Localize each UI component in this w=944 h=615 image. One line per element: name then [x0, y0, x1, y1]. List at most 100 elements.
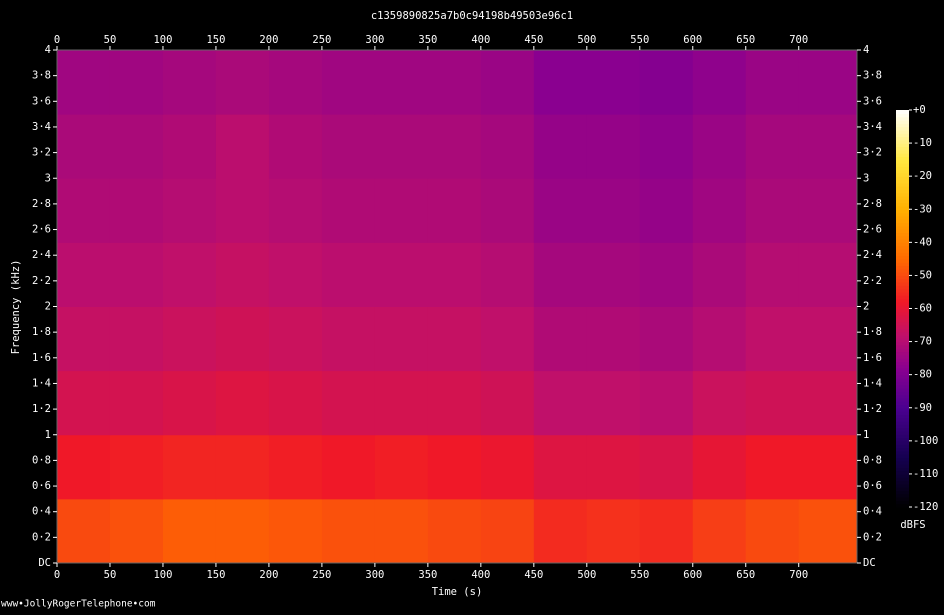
colorbar-step: [896, 199, 909, 204]
heatmap-cell: [321, 306, 376, 372]
heatmap-cell: [745, 498, 800, 564]
y-tick-label: 0·6: [863, 480, 882, 492]
x-tick-label: 550: [630, 34, 649, 46]
colorbar-step: [896, 420, 909, 425]
colorbar-step: [896, 477, 909, 482]
colorbar-step: [896, 387, 909, 392]
colorbar-step: [896, 186, 909, 190]
x-tick-label: 250: [312, 569, 331, 581]
colorbar-step: [896, 334, 909, 339]
colorbar-step: [896, 212, 909, 217]
heatmap-cell: [57, 434, 111, 500]
heatmap-cell: [533, 178, 588, 243]
heatmap-cell: [109, 306, 164, 372]
colorbar-step: [896, 162, 909, 167]
heatmap-cell: [268, 306, 323, 372]
heatmap-cell: [427, 114, 482, 179]
x-tick-label: 350: [418, 34, 437, 46]
y-tick-label: 2·2: [32, 275, 51, 287]
x-tick-label: 200: [259, 569, 278, 581]
heatmap-cell: [162, 114, 217, 179]
y-tick-label: 1·2: [863, 403, 882, 415]
heatmap-cell: [586, 306, 641, 372]
heatmap-cell: [692, 178, 747, 243]
colorbar-step: [896, 490, 909, 495]
heatmap-cell: [57, 306, 111, 372]
heatmap-cell: [268, 242, 323, 307]
colorbar-step: [896, 139, 909, 144]
colorbar-step: [896, 401, 909, 406]
heatmap-cell: [692, 242, 747, 307]
heatmap-cell: [57, 50, 111, 115]
heatmap-cell: [798, 242, 858, 307]
heatmap-cell: [586, 434, 641, 500]
heatmap-cell: [321, 370, 376, 436]
colorbar-step: [896, 394, 909, 399]
y-tick-label: 1·8: [863, 326, 882, 338]
colorbar-step: [896, 123, 909, 128]
colorbar-step: [896, 358, 909, 363]
colorbar-step: [896, 268, 909, 273]
y-tick-label: 1: [863, 429, 869, 441]
heatmap-cell: [639, 114, 694, 179]
x-tick-label: 0: [54, 569, 60, 581]
heatmap-cell: [57, 114, 111, 179]
heatmap-cell: [639, 434, 694, 500]
heatmap-cell: [692, 50, 747, 115]
x-tick-label: 600: [683, 569, 702, 581]
y-tick-label: 0·2: [32, 531, 51, 543]
heatmap-cell: [745, 242, 800, 307]
heatmap-cell: [109, 114, 164, 179]
colorbar-step: [896, 295, 909, 300]
x-tick-label: 300: [365, 569, 384, 581]
colorbar-tick-label: -70: [913, 336, 932, 348]
colorbar-step: [896, 328, 909, 333]
y-tick-label: 2·6: [32, 224, 51, 236]
colorbar-step: [896, 219, 909, 224]
colorbar-step: [896, 308, 909, 313]
heatmap-cell: [586, 242, 641, 307]
colorbar-step: [896, 417, 909, 422]
colorbar-step: [896, 483, 909, 488]
colorbar-step: [896, 338, 909, 343]
y-tick-label: 3·2: [32, 147, 51, 159]
y-tick-label: 2·8: [32, 198, 51, 210]
colorbar-step: [896, 282, 909, 286]
colorbar-step: [896, 444, 909, 449]
heatmap-cell: [480, 370, 535, 436]
colorbar-step: [896, 182, 909, 187]
heatmap-cell: [798, 50, 858, 115]
heatmap-cell: [798, 370, 858, 436]
colorbar-step: [896, 153, 909, 157]
colorbar-tick-label: -60: [913, 303, 932, 315]
colorbar-step: [896, 497, 909, 501]
heatmap-cell: [162, 50, 217, 115]
colorbar-step: [896, 470, 909, 475]
colorbar-step: [896, 325, 909, 329]
heatmap-cell: [480, 498, 535, 564]
y-tick-label: 3: [45, 172, 51, 184]
colorbar-tick-label: -40: [913, 236, 932, 248]
colorbar-step: [896, 473, 909, 478]
colorbar-step: [896, 440, 909, 445]
heatmap-cell: [215, 178, 270, 243]
heatmap-cell: [374, 242, 429, 307]
y-tick-label: 1·2: [32, 403, 51, 415]
y-tick-label: 1·8: [32, 326, 51, 338]
heatmap-cell: [321, 498, 376, 564]
colorbar-step: [896, 146, 909, 151]
colorbar-step: [896, 126, 909, 131]
heatmap-cell: [427, 370, 482, 436]
colorbar-step: [896, 503, 909, 508]
colorbar-step: [896, 215, 909, 220]
colorbar-step: [896, 166, 909, 171]
y-tick-label: 0·2: [863, 531, 882, 543]
heatmap-cell: [215, 434, 270, 500]
colorbar-step: [896, 262, 909, 267]
y-tick-label: 3·8: [32, 70, 51, 82]
colorbar-step: [896, 381, 909, 386]
colorbar-tick-label: -10: [913, 137, 932, 149]
colorbar-step: [896, 331, 909, 336]
heatmap-cell: [109, 434, 164, 500]
footer: www•JollyRogerTelephone•com: [1, 599, 156, 610]
